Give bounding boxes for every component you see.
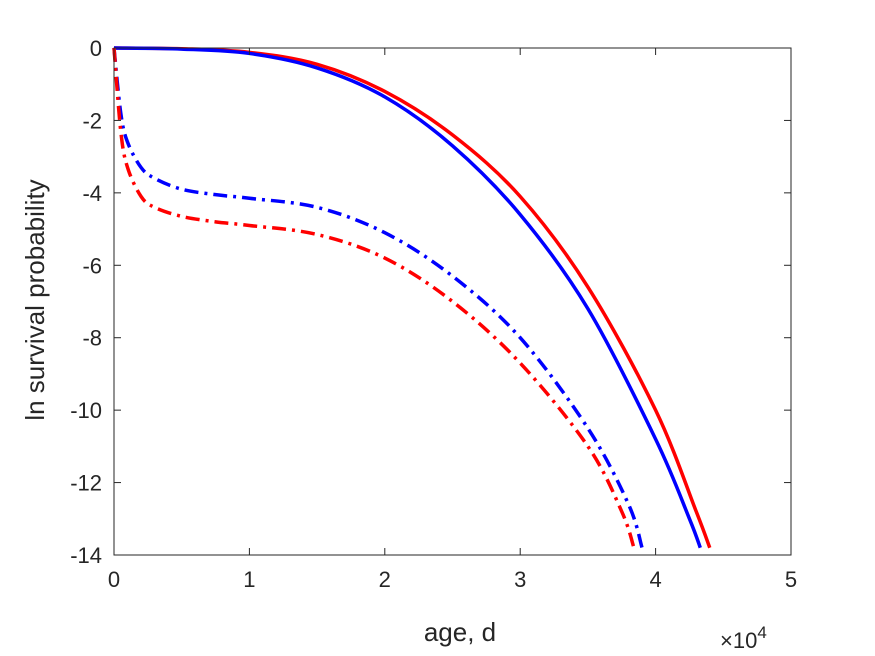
plot-frame: [113, 47, 792, 556]
y-tick-label: -8: [82, 326, 102, 351]
y-tick-label: -12: [70, 471, 102, 496]
x-axis-label: age, d: [424, 617, 496, 647]
y-tick-label: -10: [70, 398, 102, 423]
tick-layer: 0 1 2 3 4 5 0 -2 -4 -6 -8 -10 -12 -14: [70, 36, 797, 592]
x-tick-label: 1: [243, 567, 255, 592]
x-tick-label: 2: [379, 567, 391, 592]
x-axis-multiplier: ×104: [720, 623, 767, 653]
series-line-3: [112, 47, 644, 549]
series-line-2: [113, 46, 702, 549]
x-tick-label: 0: [108, 567, 120, 592]
plot-area: [114, 48, 791, 555]
x-tick-label: 3: [514, 567, 526, 592]
x-tick-label: 4: [649, 567, 661, 592]
y-tick-label: -4: [82, 181, 102, 206]
series-line-4: [112, 47, 636, 549]
x-axis-multiplier-base: ×10: [720, 628, 757, 653]
x-axis-multiplier-exponent: 4: [757, 623, 766, 642]
y-tick-label: -6: [82, 253, 102, 278]
y-tick-label: -2: [82, 108, 102, 133]
y-axis-label: ln survival probability: [20, 179, 50, 420]
y-tick-label: 0: [90, 36, 102, 61]
series-layer: [112, 46, 712, 549]
y-tick-label: -14: [70, 543, 102, 568]
x-tick-label: 5: [785, 567, 797, 592]
